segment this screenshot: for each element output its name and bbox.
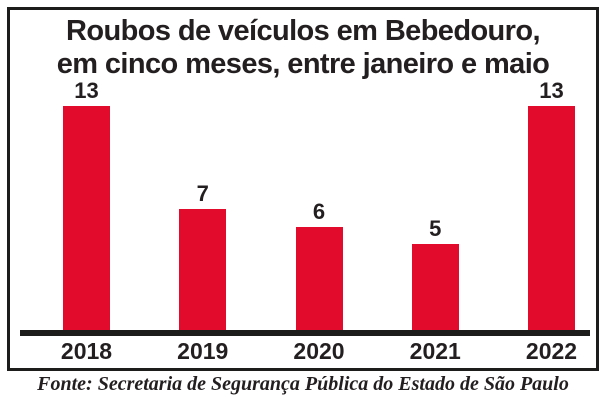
bar-value-label: 5 bbox=[429, 216, 442, 241]
chart-title: Roubos de veículos em Bebedouro, em cinc… bbox=[10, 10, 596, 81]
x-axis-tick-labels: 2018 2019 2020 2021 2022 bbox=[60, 338, 578, 365]
x-axis-tick-label: 2022 bbox=[525, 338, 578, 364]
bar-value-label: 13 bbox=[539, 78, 564, 103]
bar bbox=[528, 106, 575, 330]
x-axis-tick-label: 2021 bbox=[409, 338, 461, 364]
bar-column-2022: 13 bbox=[528, 79, 575, 330]
bar bbox=[295, 227, 343, 330]
chart-title-line-2: em cinco meses, entre janeiro e maio bbox=[56, 48, 550, 80]
bar-value-label: 7 bbox=[196, 181, 209, 206]
bar-value-label: 6 bbox=[312, 199, 326, 224]
bar-value-label: 13 bbox=[74, 78, 99, 103]
bar bbox=[411, 244, 459, 330]
bar-column-2021: 5 bbox=[411, 216, 459, 330]
x-axis-tick-label: 2020 bbox=[293, 338, 345, 364]
bar bbox=[179, 209, 227, 330]
x-axis-tick-label: 2019 bbox=[177, 338, 229, 364]
x-axis-tick-label: 2018 bbox=[60, 338, 113, 364]
bar bbox=[63, 106, 110, 330]
bar-column-2019: 7 bbox=[179, 181, 227, 330]
x-axis-line bbox=[20, 330, 590, 336]
source-text: Fonte: Secretaria de Segurança Pública d… bbox=[37, 373, 569, 395]
bar-column-2020: 6 bbox=[295, 199, 343, 330]
chart-frame: Roubos de veículos em Bebedouro, em cinc… bbox=[7, 7, 599, 371]
bars-row: 13 7 6 5 13 bbox=[63, 76, 575, 330]
bar-column-2018: 13 bbox=[63, 79, 110, 330]
chart-title-line-1: Roubos de veículos em Bebedouro, bbox=[66, 15, 540, 47]
